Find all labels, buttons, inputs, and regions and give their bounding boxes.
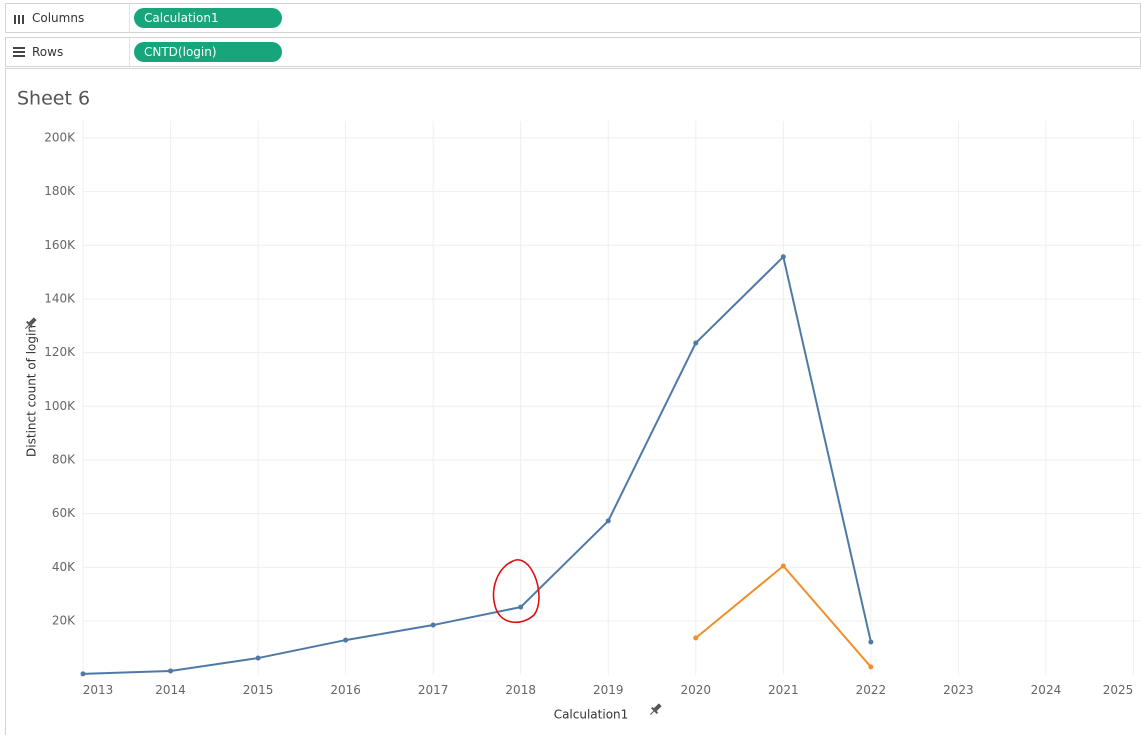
x-tick-label: 2014 bbox=[155, 683, 186, 697]
y-tick-label: 120K bbox=[44, 345, 76, 359]
x-tick-label: 2025 bbox=[1103, 683, 1134, 697]
x-tick-label: 2023 bbox=[943, 683, 974, 697]
shelf-label: Rows bbox=[6, 38, 130, 66]
annotation-circle bbox=[492, 559, 540, 623]
y-tick-label: 40K bbox=[52, 560, 76, 574]
x-tick-label: 2022 bbox=[856, 683, 887, 697]
plot-area: 20K 40K 60K 80K 100K 120K 140K 160K 180K 200K 2013… bbox=[44, 121, 1141, 697]
y-tick-label: 200K bbox=[44, 130, 76, 144]
x-tick-label: 2021 bbox=[768, 683, 799, 697]
x-tick-label: 2013 bbox=[83, 683, 114, 697]
y-tick-label: 80K bbox=[52, 452, 76, 466]
point bbox=[518, 604, 524, 610]
rows-icon bbox=[13, 47, 25, 57]
x-tick-label: 2019 bbox=[593, 683, 624, 697]
x-tick-label: 2020 bbox=[681, 683, 712, 697]
x-tick-label: 2018 bbox=[505, 683, 536, 697]
shelf-label-text: Rows bbox=[32, 45, 64, 59]
y-axis-title: Distinct count of login bbox=[25, 325, 39, 457]
point bbox=[430, 622, 436, 628]
x-tick-label: 2016 bbox=[330, 683, 361, 697]
point bbox=[343, 637, 349, 643]
y-tick-label: 100K bbox=[44, 399, 76, 413]
x-axis-title: Calculation1 bbox=[554, 708, 629, 722]
point bbox=[255, 655, 261, 661]
pin-icon bbox=[24, 317, 37, 330]
shelf-label-text: Columns bbox=[32, 11, 85, 25]
point bbox=[80, 671, 86, 677]
point bbox=[780, 254, 786, 260]
x-tick-label: 2017 bbox=[418, 683, 449, 697]
rows-shelf: Rows CNTD(login) bbox=[5, 37, 1141, 67]
sheet-pane: Sheet 6 Calculation1 Distinct count of l… bbox=[5, 68, 1141, 735]
y-tick-label: 180K bbox=[44, 184, 76, 198]
point bbox=[693, 635, 699, 641]
pill[interactable]: Calculation1 bbox=[134, 8, 282, 28]
line bbox=[82, 254, 872, 675]
y-tick-label: 60K bbox=[52, 506, 76, 520]
x-tick-label: 2024 bbox=[1031, 683, 1062, 697]
chart: Sheet 6 Calculation1 Distinct count of l… bbox=[17, 88, 1141, 722]
columns-shelf: Columns Calculation1 bbox=[5, 3, 1141, 33]
point bbox=[168, 668, 174, 674]
point bbox=[693, 340, 699, 346]
point bbox=[868, 639, 874, 645]
y-tick-label: 20K bbox=[52, 614, 76, 628]
point bbox=[868, 664, 874, 670]
point bbox=[605, 518, 611, 524]
pill[interactable]: CNTD(login) bbox=[134, 42, 282, 62]
shelf-label: Columns bbox=[6, 4, 130, 32]
point bbox=[780, 563, 786, 569]
y-tick-label: 160K bbox=[44, 238, 76, 252]
pin-icon bbox=[649, 703, 662, 716]
chart-title: Sheet 6 bbox=[17, 88, 90, 110]
columns-icon bbox=[14, 15, 24, 24]
x-tick-label: 2015 bbox=[243, 683, 274, 697]
y-tick-label: 140K bbox=[44, 291, 76, 305]
